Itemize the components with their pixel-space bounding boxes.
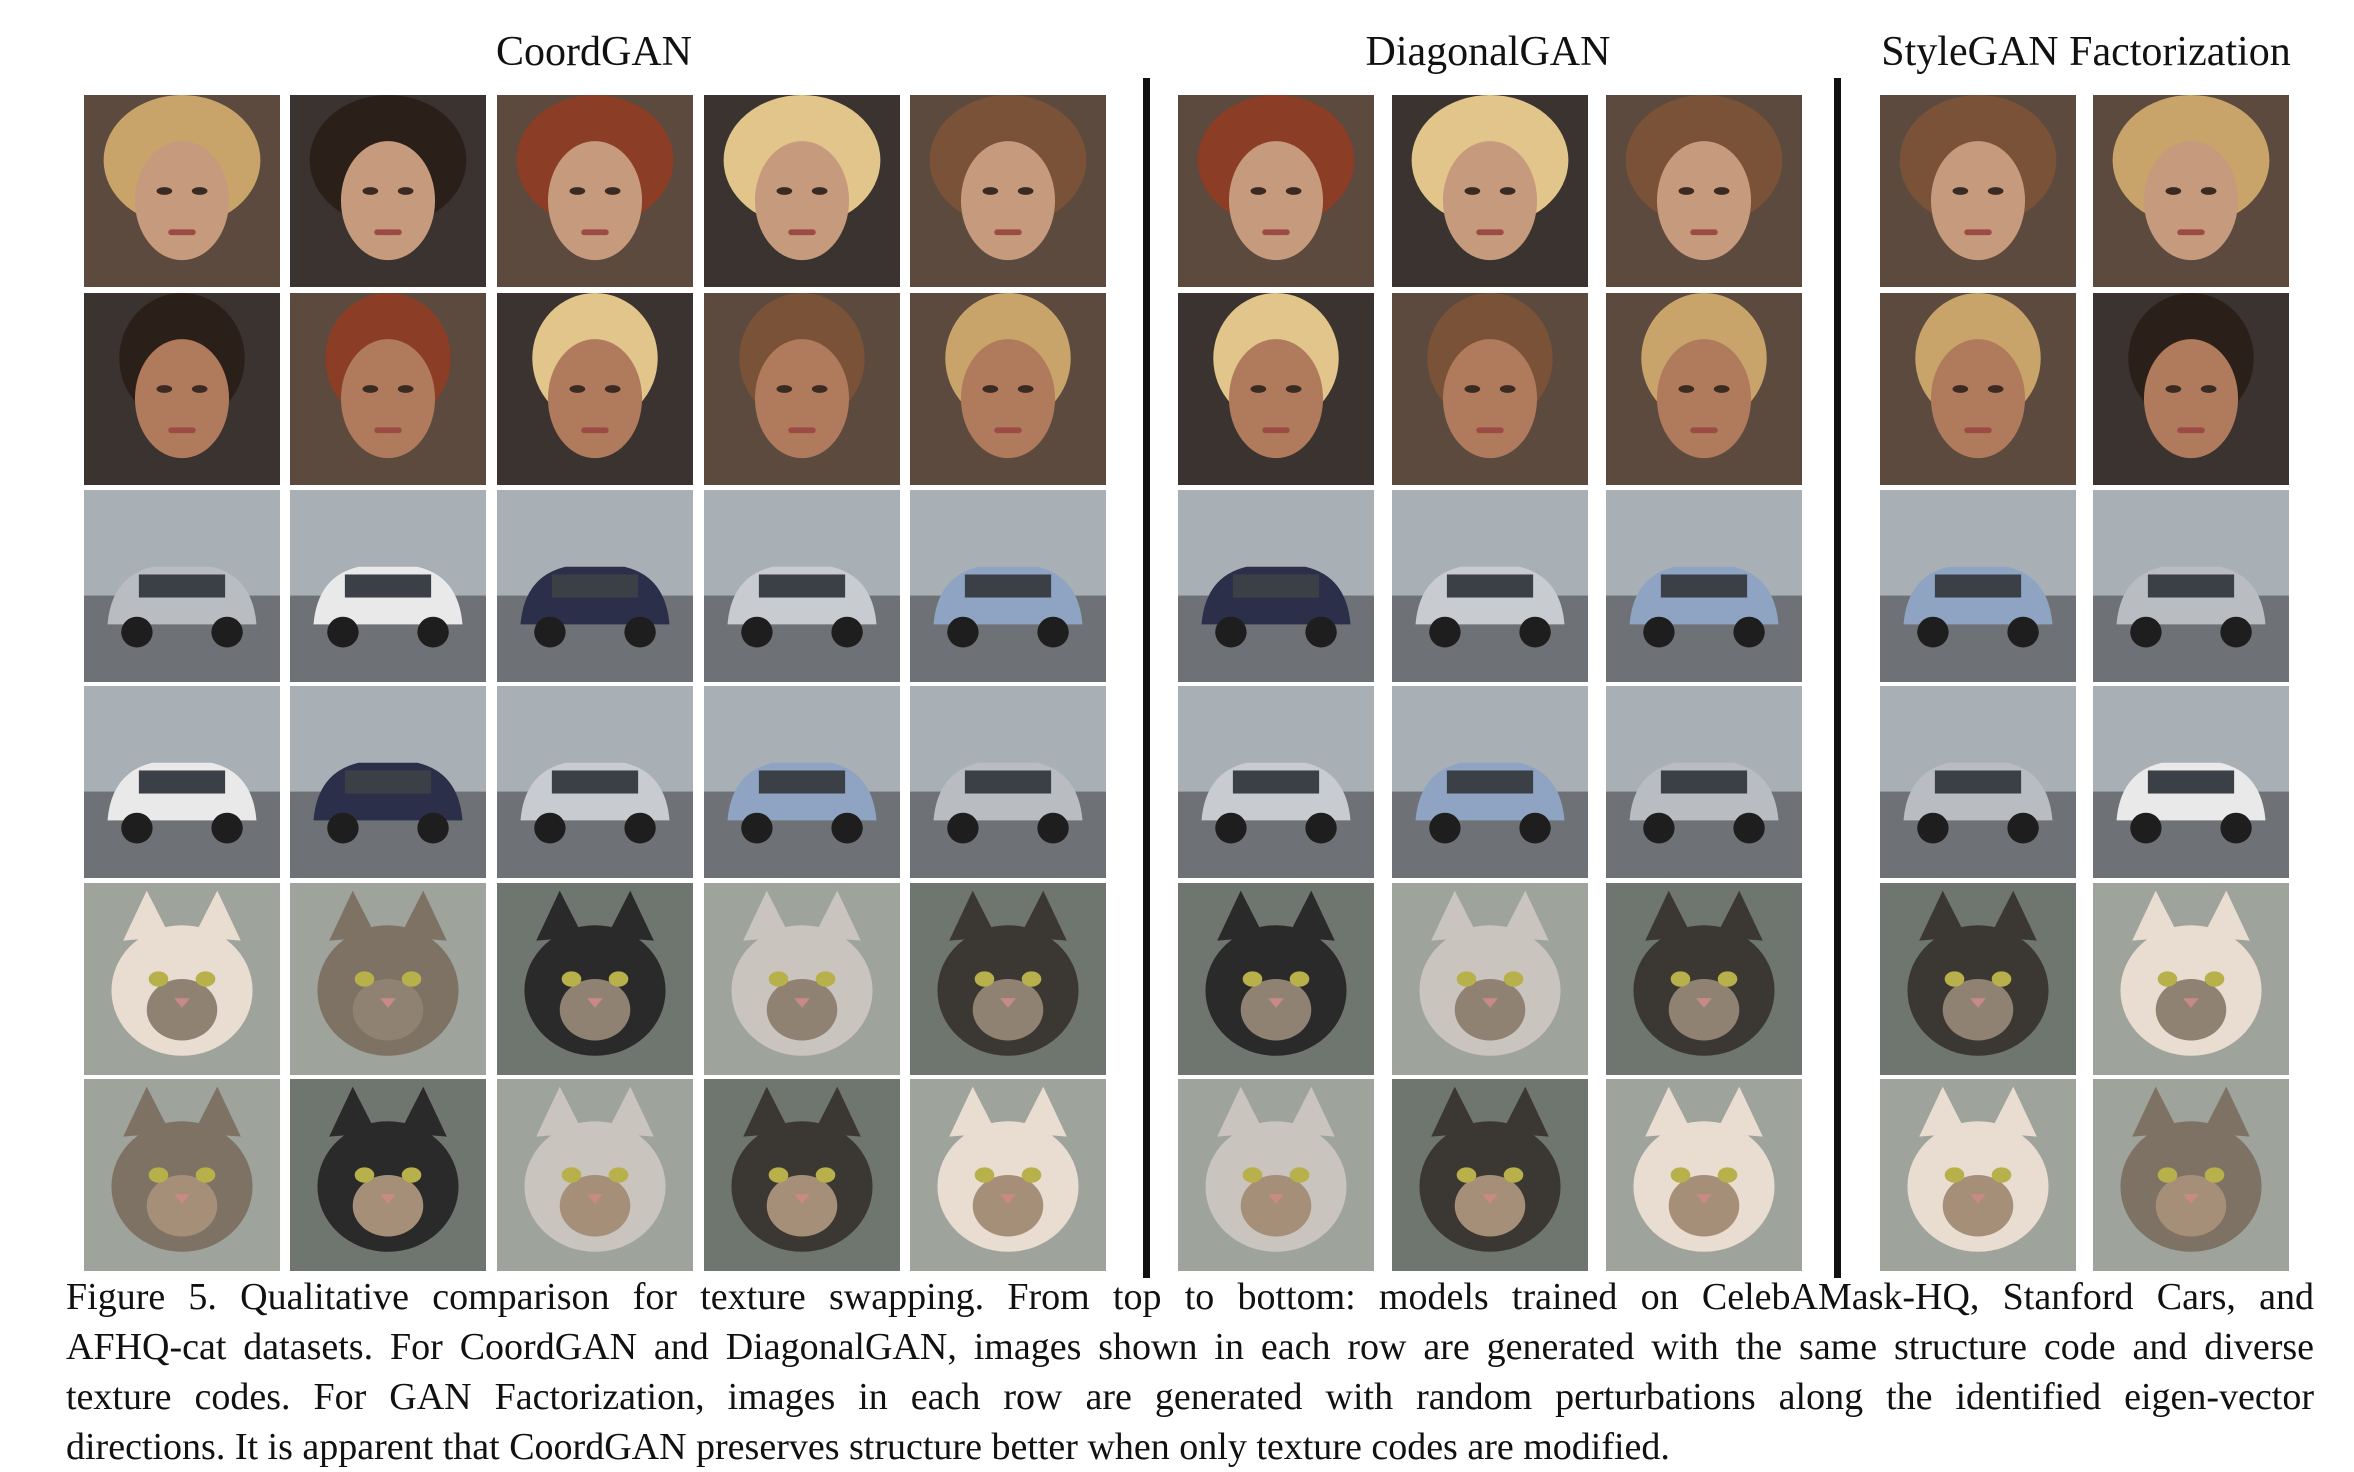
coordgan-sample-image [910, 95, 1106, 287]
coordgan-sample-image [704, 293, 900, 485]
coordgan-sample-image [290, 293, 486, 485]
diagonalgan-sample-image [1606, 883, 1802, 1075]
coordgan-sample-image [704, 490, 900, 682]
coordgan-sample-image [910, 1079, 1106, 1271]
coordgan-sample-image [704, 686, 900, 878]
coordgan-sample-image [910, 686, 1106, 878]
coordgan-sample-image [910, 293, 1106, 485]
coordgan-sample-image [290, 490, 486, 682]
diagonalgan-sample-image [1392, 95, 1588, 287]
diagonalgan-sample-image [1392, 293, 1588, 485]
diagonalgan-sample-image [1392, 1079, 1588, 1271]
coordgan-sample-image [84, 1079, 280, 1271]
stylegan-sample-image [1880, 883, 2076, 1075]
diagonalgan-sample-image [1178, 1079, 1374, 1271]
stylegan-sample-image [1880, 490, 2076, 682]
stylegan-sample-image [1880, 95, 2076, 287]
stylegan-sample-image [1880, 1079, 2076, 1271]
caption-line: directions. It is apparent that CoordGAN… [66, 1426, 1670, 1468]
coordgan-sample-image [84, 490, 280, 682]
diagonalgan-sample-image [1606, 293, 1802, 485]
diagonalgan-sample-image [1178, 686, 1374, 878]
stylegan-sample-image [2093, 883, 2289, 1075]
coordgan-sample-image [290, 95, 486, 287]
coordgan-sample-image [84, 686, 280, 878]
diagonalgan-sample-image [1178, 490, 1374, 682]
column-divider-left [1143, 78, 1150, 1278]
coordgan-sample-image [497, 686, 693, 878]
stylegan-sample-image [2093, 686, 2289, 878]
diagonalgan-sample-image [1606, 1079, 1802, 1271]
diagonalgan-sample-image [1392, 883, 1588, 1075]
stylegan-sample-image [2093, 490, 2289, 682]
figure-caption: Figure 5. Qualitative comparison for tex… [66, 1272, 2314, 1472]
coordgan-sample-image [497, 95, 693, 287]
stylegan-factorization-header: StyleGAN Factorization [1881, 29, 2291, 75]
diagonalgan-sample-image [1606, 490, 1802, 682]
coordgan-sample-image [84, 883, 280, 1075]
diagonalgan-header: DiagonalGAN [1365, 29, 1611, 75]
coordgan-sample-image [704, 883, 900, 1075]
stylegan-sample-image [2093, 293, 2289, 485]
coordgan-sample-image [290, 686, 486, 878]
coordgan-sample-image [84, 293, 280, 485]
coordgan-sample-image [704, 1079, 900, 1271]
coordgan-header: CoordGAN [496, 29, 692, 75]
diagonalgan-sample-image [1178, 293, 1374, 485]
coordgan-sample-image [497, 293, 693, 485]
stylegan-sample-image [2093, 1079, 2289, 1271]
coordgan-sample-image [84, 95, 280, 287]
diagonalgan-sample-image [1178, 95, 1374, 287]
diagonalgan-sample-image [1392, 686, 1588, 878]
coordgan-sample-image [497, 883, 693, 1075]
coordgan-sample-image [290, 883, 486, 1075]
diagonalgan-sample-image [1178, 883, 1374, 1075]
coordgan-sample-image [910, 490, 1106, 682]
stylegan-sample-image [2093, 95, 2289, 287]
coordgan-sample-image [290, 1079, 486, 1271]
coordgan-sample-image [497, 490, 693, 682]
stylegan-sample-image [1880, 293, 2076, 485]
diagonalgan-sample-image [1606, 686, 1802, 878]
coordgan-sample-image [910, 883, 1106, 1075]
stylegan-sample-image [1880, 686, 2076, 878]
caption-line: Figure 5. Qualitative comparison for tex… [66, 1276, 2314, 1318]
column-divider-right [1834, 78, 1841, 1278]
caption-line: texture codes. For GAN Factorization, im… [66, 1376, 2314, 1418]
coordgan-sample-image [704, 95, 900, 287]
caption-line: AFHQ-cat datasets. For CoordGAN and Diag… [66, 1326, 2314, 1368]
coordgan-sample-image [497, 1079, 693, 1271]
diagonalgan-sample-image [1606, 95, 1802, 287]
diagonalgan-sample-image [1392, 490, 1588, 682]
